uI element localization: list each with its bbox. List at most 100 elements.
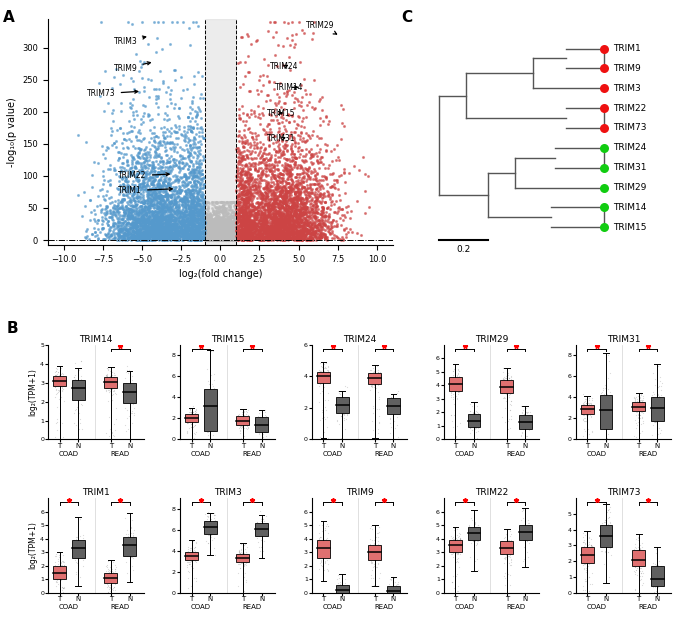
Point: [274, 145, 285, 155]
Point: [177, 224, 188, 234]
Point: [186, 210, 197, 220]
Point: [302, 190, 313, 200]
Point: [119, 232, 130, 242]
Point: [159, 218, 170, 228]
Point: [234, 415, 245, 425]
Point: [258, 165, 269, 175]
Point: [155, 208, 166, 218]
Point: [133, 215, 144, 225]
Point: [242, 407, 253, 417]
Point: [242, 202, 253, 212]
Point: [215, 230, 226, 240]
Point: [290, 187, 301, 197]
Point: [372, 371, 383, 381]
Point: [123, 203, 134, 213]
Point: [264, 233, 275, 243]
Point: [208, 233, 219, 243]
Point: [168, 212, 179, 222]
Point: [290, 203, 301, 213]
Point: [216, 233, 227, 243]
Point: [120, 234, 131, 244]
Point: [224, 232, 235, 242]
Point: [276, 233, 287, 243]
Point: [501, 371, 512, 381]
Point: [162, 218, 173, 228]
Point: [128, 548, 139, 558]
Point: [241, 228, 252, 238]
Point: [336, 588, 347, 598]
Point: [244, 207, 255, 217]
Point: [251, 212, 262, 222]
Point: [283, 224, 294, 234]
Point: [131, 221, 142, 231]
Point: [206, 223, 217, 233]
Point: [166, 227, 177, 236]
Point: [203, 225, 214, 235]
Point: [308, 229, 319, 239]
Point: [258, 426, 269, 436]
Point: [138, 198, 149, 208]
Point: [188, 410, 199, 420]
Point: [206, 210, 216, 220]
Point: [258, 220, 269, 230]
Point: [277, 210, 288, 220]
Point: [165, 210, 176, 220]
Point: [241, 419, 252, 429]
Point: [582, 550, 593, 560]
Point: [369, 553, 379, 563]
Point: [159, 235, 170, 245]
Point: [224, 227, 235, 236]
Point: [289, 200, 300, 210]
Point: [136, 232, 147, 242]
Point: [630, 569, 640, 579]
Point: [202, 228, 213, 238]
Point: [279, 230, 290, 240]
Point: [292, 163, 303, 173]
Point: [250, 232, 261, 242]
Point: [292, 216, 303, 226]
Point: [291, 225, 302, 235]
Point: [225, 217, 236, 227]
Point: [245, 173, 256, 183]
Point: [278, 190, 289, 200]
Point: [235, 233, 246, 243]
Point: [318, 208, 329, 218]
Point: [149, 234, 160, 244]
Point: [258, 208, 269, 218]
Point: [471, 416, 482, 426]
Point: [300, 163, 311, 173]
Point: [650, 575, 661, 585]
Point: [652, 569, 663, 579]
Point: [144, 229, 155, 239]
Point: [184, 553, 195, 563]
Point: [268, 227, 279, 236]
Point: [292, 183, 303, 193]
Point: [121, 233, 132, 243]
Point: [295, 210, 306, 220]
Point: [603, 505, 614, 515]
Point: [446, 375, 457, 385]
Point: [229, 208, 240, 218]
Point: [227, 232, 238, 242]
Point: [237, 418, 248, 428]
Point: [195, 232, 206, 242]
Point: [297, 195, 308, 205]
Point: [447, 547, 458, 557]
Point: [229, 235, 240, 245]
Point: [238, 218, 249, 228]
Point: [580, 558, 591, 568]
Point: [282, 188, 293, 198]
Point: [58, 384, 68, 394]
Point: [160, 227, 171, 236]
Point: [264, 197, 275, 207]
Point: [369, 379, 380, 389]
Point: [161, 225, 172, 235]
Point: [236, 414, 247, 424]
Point: [353, 165, 364, 175]
Point: [193, 220, 204, 230]
Point: [203, 390, 214, 400]
Point: [147, 235, 158, 245]
Point: [193, 232, 204, 241]
Point: [142, 202, 153, 212]
Point: [298, 217, 309, 227]
